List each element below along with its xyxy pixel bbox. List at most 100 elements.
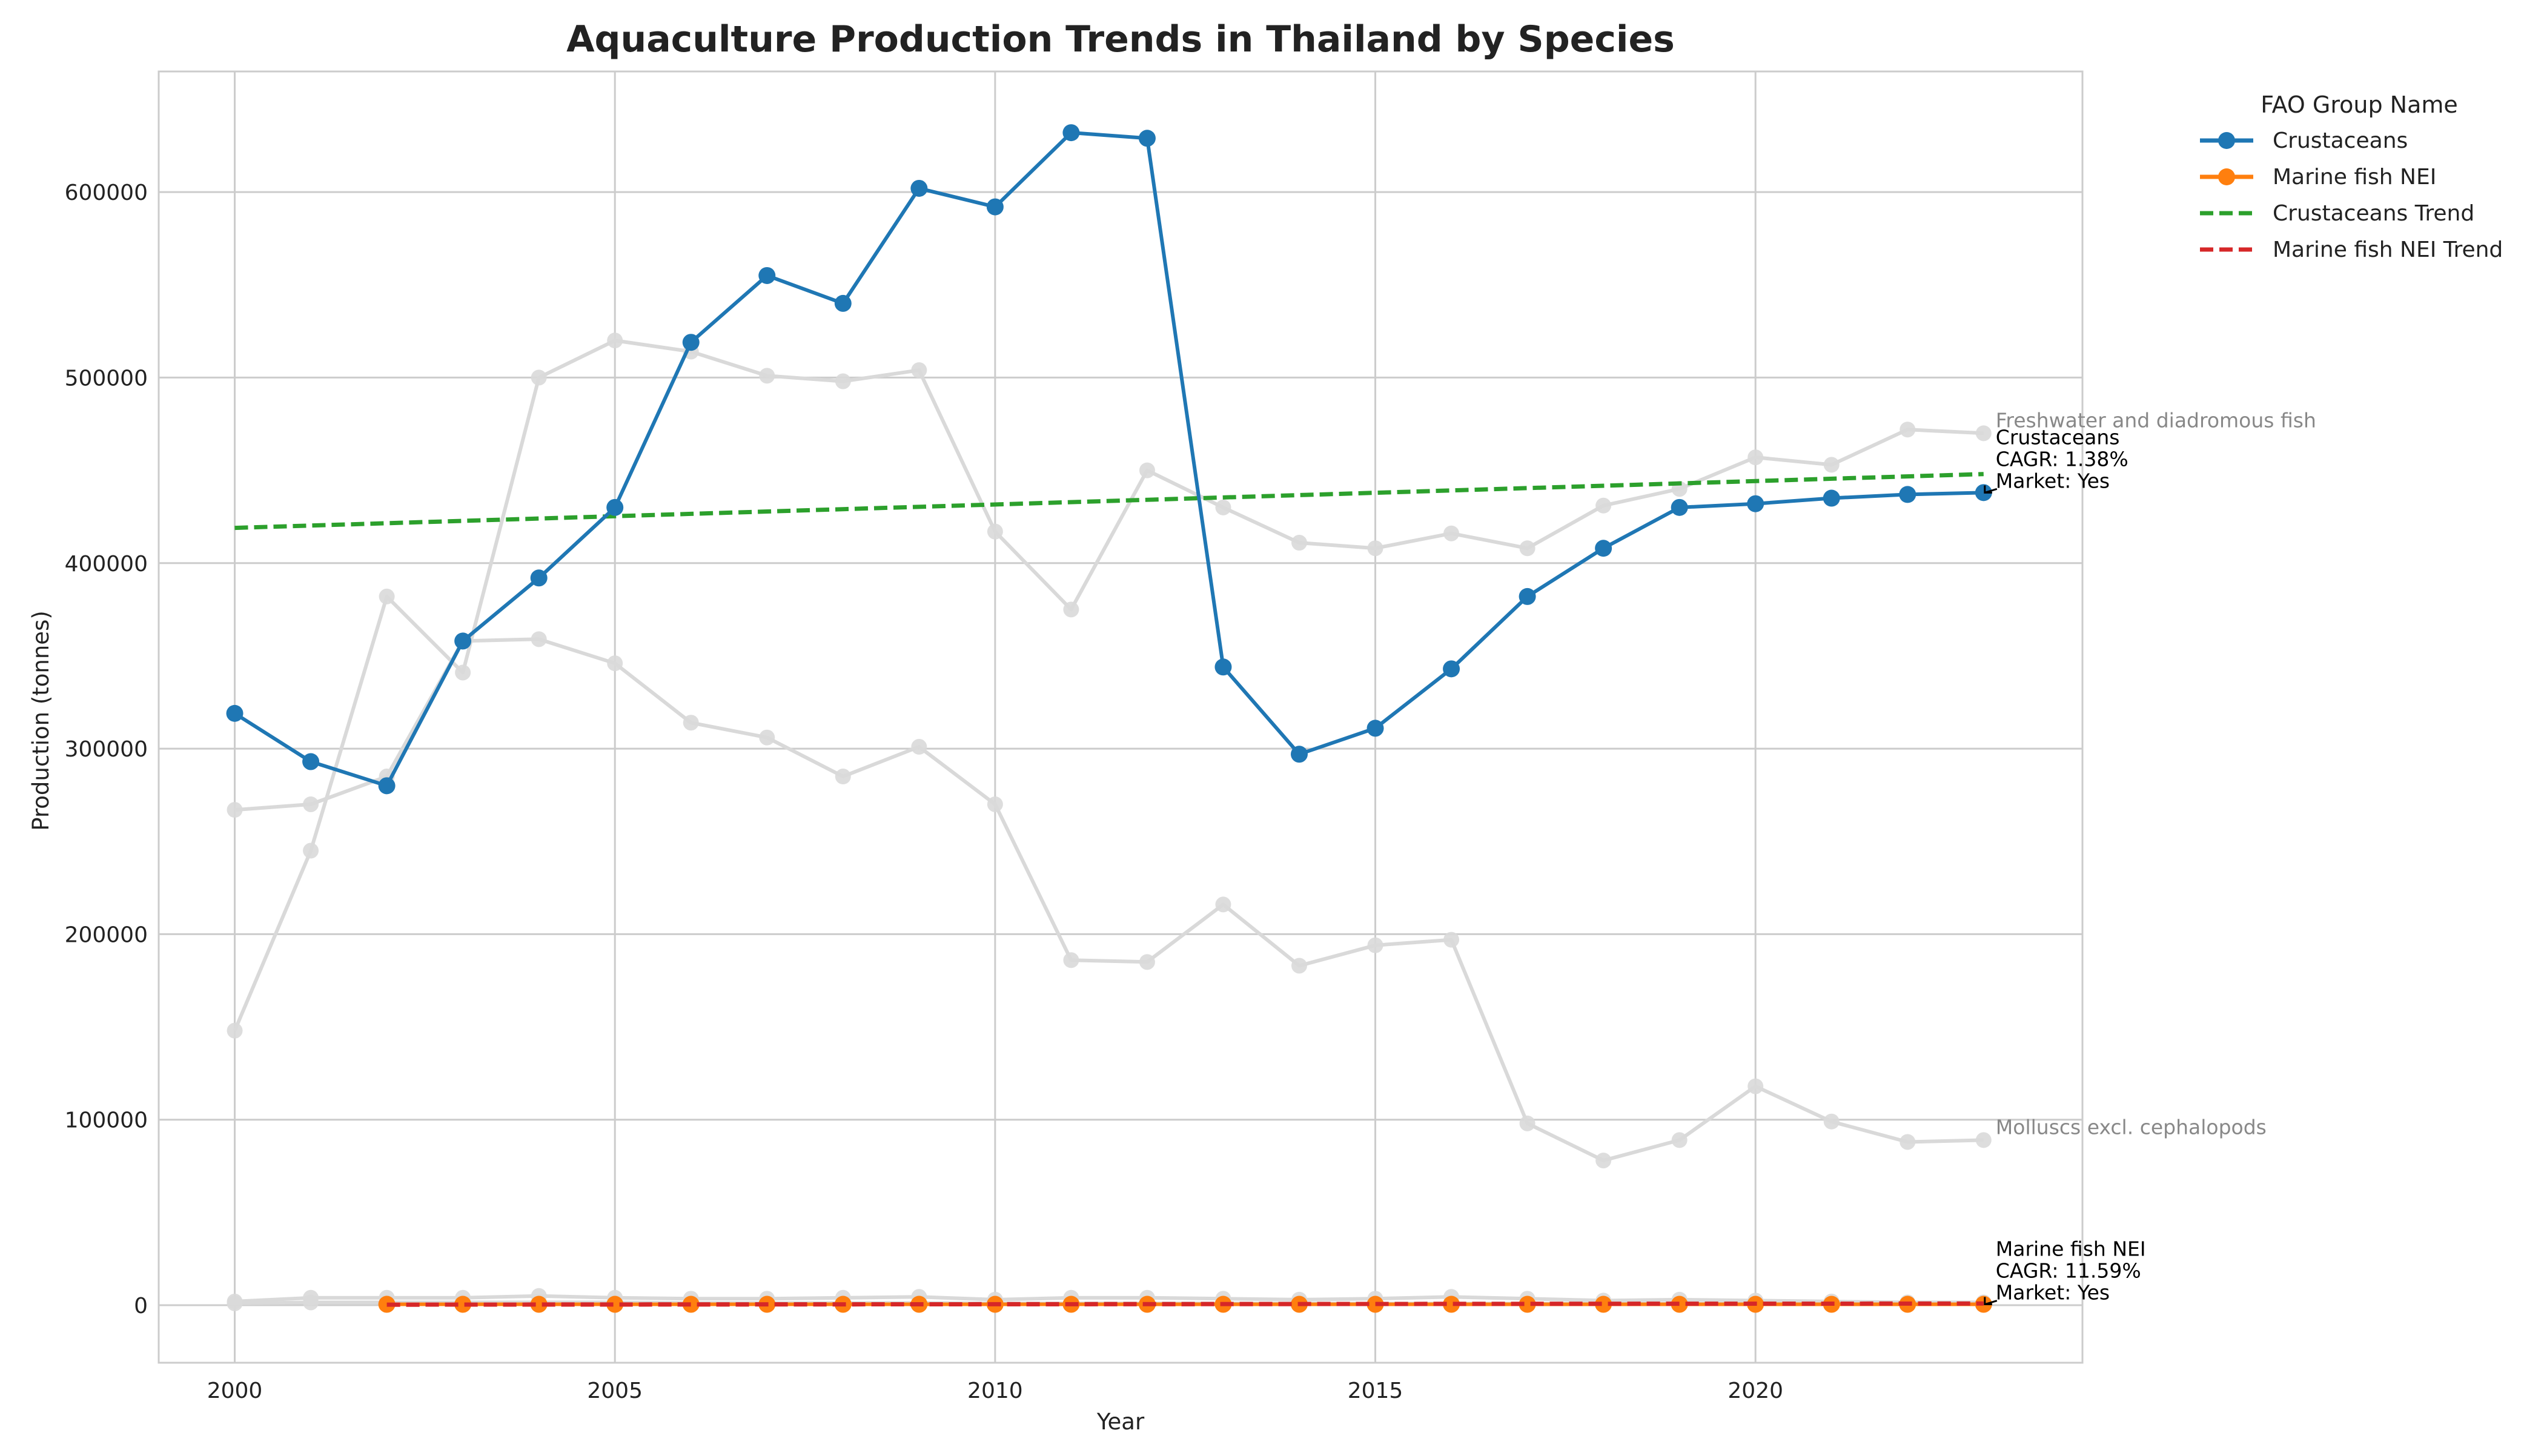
background-point	[1443, 525, 1460, 541]
annotation-text: Freshwater and diadromous fish	[1996, 408, 2316, 432]
background-point	[1900, 422, 1916, 438]
crustaceans-point	[1595, 540, 1612, 557]
legend-label: Crustaceans	[2273, 128, 2408, 153]
background-point	[227, 1295, 243, 1311]
background-point	[759, 368, 775, 384]
x-tick-label: 2010	[967, 1378, 1023, 1403]
background-point	[1063, 952, 1079, 968]
main-series	[226, 124, 1992, 1313]
legend-label: Marine fish NEI	[2273, 165, 2436, 190]
legend-title: FAO Group Name	[2261, 91, 2458, 118]
background-point	[303, 1294, 319, 1311]
background-point	[1595, 497, 1612, 514]
annotation-text: Marine fish NEI	[1996, 1237, 2146, 1261]
background-point	[759, 729, 775, 746]
annotation-arrowhead	[1984, 1297, 1992, 1306]
background-point	[1519, 540, 1535, 557]
y-tick-label: 600000	[65, 180, 148, 205]
legend-entry-crustaceans-trend: Crustaceans Trend	[2200, 201, 2474, 226]
background-point	[911, 362, 927, 379]
crustaceans-point	[834, 294, 852, 312]
annotation-text: Molluscs excl. cephalopods	[1996, 1115, 2267, 1139]
crustaceans-point	[1671, 498, 1688, 516]
x-tick-label: 2000	[207, 1378, 263, 1403]
background-point	[531, 369, 547, 386]
annotation-text: Market: Yes	[1996, 469, 2110, 492]
crustaceans-point	[986, 198, 1004, 216]
background-point	[835, 769, 851, 785]
crustaceans-point	[1519, 587, 1536, 605]
background-point	[1519, 1115, 1535, 1131]
crustaceans-point	[682, 334, 700, 351]
background-point	[1367, 540, 1383, 557]
background-point	[1747, 1078, 1764, 1094]
crustaceans-point	[758, 266, 776, 284]
crustaceans-trend-series-line	[234, 472, 1984, 531]
annotation-text: Market: Yes	[1996, 1281, 2110, 1305]
y-tick-label: 100000	[65, 1108, 148, 1133]
crustaceans-point	[1062, 124, 1080, 142]
crustaceans-point	[1214, 658, 1232, 676]
marine-fish-nei-point	[1975, 1296, 1992, 1313]
background-series-line	[234, 637, 1984, 1163]
marine-fish-nei-point	[1595, 1296, 1612, 1313]
background-point	[1823, 1113, 1840, 1130]
annotation-text: Crustaceans	[1996, 425, 2120, 449]
background-series-line	[234, 1294, 1984, 1305]
background-point	[379, 588, 395, 604]
crustaceans-point	[1747, 495, 1764, 512]
background-point	[1975, 425, 1992, 442]
crustaceans-point	[606, 498, 624, 516]
background-point	[1443, 932, 1460, 948]
axis-tick-labels: 2000 2005 2010 2015 2020 0 100000 200000 300000 4…	[65, 180, 1783, 1403]
background-point	[911, 739, 927, 755]
crustaceans-point	[1899, 486, 1916, 503]
marine-fish-nei-trend-series-line	[386, 1301, 1984, 1307]
y-tick-label: 300000	[65, 737, 148, 762]
crustaceans-series-line	[233, 131, 1984, 788]
marine-fish-nei-point	[1671, 1296, 1688, 1313]
legend-label: Crustaceans Trend	[2273, 201, 2474, 226]
background-point	[227, 1022, 243, 1039]
legend: FAO Group Name Crustaceans Marine fish NE…	[2200, 91, 2503, 262]
crustaceans-point	[530, 569, 548, 587]
legend-marker	[2218, 132, 2235, 149]
background-point	[1671, 1132, 1688, 1148]
annotation-text: CAGR: 11.59%	[1996, 1259, 2141, 1283]
marine-fish-nei-point	[606, 1296, 624, 1313]
x-tick-label: 2020	[1727, 1378, 1783, 1403]
background-point	[1747, 449, 1764, 466]
x-axis-label: Year	[1096, 1409, 1145, 1435]
marine-fish-nei-point	[1443, 1296, 1460, 1313]
background-point	[1367, 937, 1383, 953]
background-point	[1215, 896, 1231, 913]
crustaceans-point	[1138, 130, 1156, 147]
background-point	[1595, 1153, 1612, 1169]
legend-entry-marine-fish-nei-trend: Marine fish NEI Trend	[2200, 237, 2503, 262]
background-point	[987, 796, 1003, 812]
background-point	[531, 631, 547, 647]
x-tick-label: 2015	[1348, 1378, 1403, 1403]
y-tick-label: 0	[134, 1294, 148, 1319]
y-tick-label: 400000	[65, 552, 148, 577]
background-point	[1291, 535, 1308, 551]
crustaceans-point	[1975, 484, 1992, 501]
background-point	[987, 523, 1003, 540]
marine-fish-nei-point	[454, 1296, 472, 1313]
background-point	[303, 796, 319, 812]
marine-fish-nei-point	[1366, 1296, 1384, 1313]
annotation-arrowhead	[1984, 485, 1992, 494]
background-point	[835, 373, 851, 389]
crustaceans-point	[302, 753, 320, 770]
legend-entry-crustaceans: Crustaceans	[2200, 128, 2408, 153]
background-point	[1139, 462, 1155, 478]
background-point	[1291, 958, 1308, 974]
y-axis-label: Production (tonnes)	[28, 611, 54, 831]
crustaceans-point	[1823, 489, 1840, 507]
background-point	[455, 664, 471, 681]
chart-title: Aquaculture Production Trends in Thailan…	[566, 18, 1675, 61]
crustaceans-point	[378, 777, 396, 795]
